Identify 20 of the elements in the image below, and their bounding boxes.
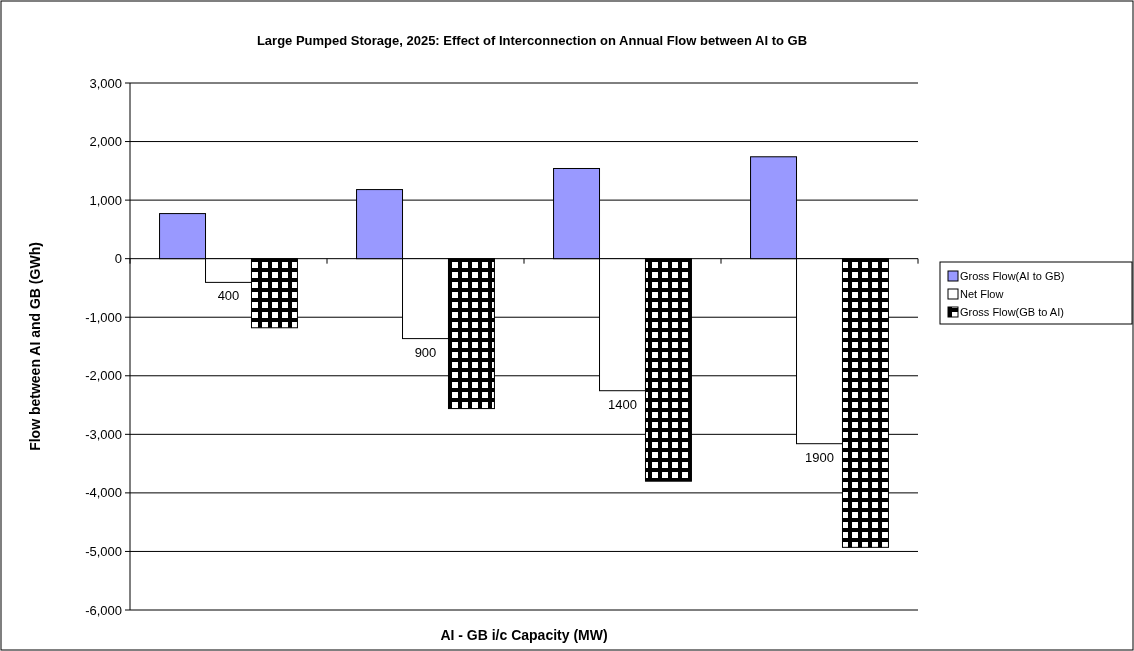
legend-label: Gross Flow(AI to GB) [960, 269, 1065, 282]
y-tick-label: -6,000 [85, 602, 122, 618]
legend-label: Gross Flow(GB to AI) [960, 305, 1064, 318]
chart-title: Large Pumped Storage, 2025: Effect of Interconnection on Annual Flow between AI to GB [256, 33, 808, 48]
y-tick-label: -5,000 [85, 543, 122, 559]
y-tick-label: 1,000 [89, 192, 122, 208]
y-tick-label: 3,000 [89, 75, 122, 91]
y-tick-label: -2,000 [85, 368, 122, 384]
x-tick-label: 400 [217, 288, 240, 304]
y-tick-label: -4,000 [85, 485, 122, 501]
x-axis-title: AI - GB i/c Capacity (MW) [440, 627, 608, 643]
x-tick-label: 1400 [608, 396, 637, 412]
y-tick-label: -1,000 [85, 309, 122, 325]
legend-label: Net Flow [960, 287, 1004, 300]
y-axis-title: Flow between AI and GB (GWh) [27, 242, 43, 451]
y-tick-label: 2,000 [89, 134, 122, 150]
y-tick-label: 0 [114, 251, 122, 267]
x-tick-label: 1900 [805, 449, 834, 465]
x-tick-label: 900 [414, 344, 437, 360]
y-tick-label: -3,000 [85, 426, 122, 442]
